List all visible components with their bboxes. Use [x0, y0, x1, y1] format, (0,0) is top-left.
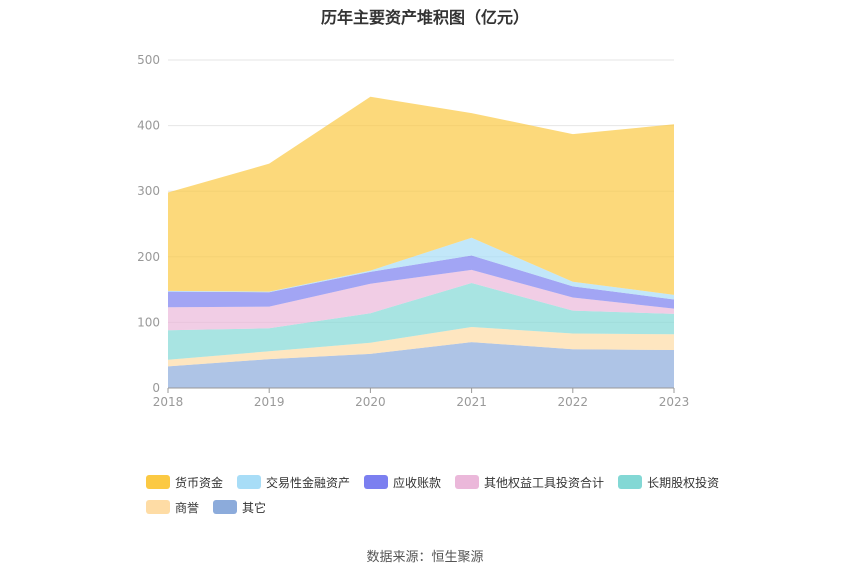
area-series-3 — [168, 269, 674, 331]
legend-label: 交易性金融资产 — [266, 475, 351, 490]
legend-swatch — [237, 475, 262, 489]
x-tick-label: 2022 — [558, 395, 589, 409]
legend-label: 商誉 — [175, 500, 200, 515]
x-tick-label: 2019 — [254, 395, 285, 409]
area-series-0 — [168, 96, 674, 295]
y-tick-label: 500 — [137, 53, 160, 67]
legend-swatch — [618, 475, 643, 489]
y-tick-label: 0 — [152, 381, 160, 395]
legend-item[interactable]: 应收账款 — [364, 474, 441, 490]
y-tick-label: 200 — [137, 250, 160, 264]
data-source: 数据来源：恒生聚源 — [366, 550, 484, 565]
stacked-area-chart: 0 100 200 300 400 500 2018 2019 2020 2021 2022 2023 — [137, 53, 689, 409]
y-tick-label: 300 — [137, 184, 160, 198]
legend-item[interactable]: 货币资金 — [146, 474, 223, 490]
y-tick-label: 100 — [137, 315, 160, 329]
legend-item[interactable]: 长期股权投资 — [618, 474, 719, 490]
area-series-4 — [168, 283, 674, 360]
area-series-2 — [168, 255, 674, 309]
legend-label: 长期股权投资 — [647, 475, 720, 490]
legend-swatch — [364, 475, 389, 489]
legend-swatch — [146, 500, 170, 514]
legend-swatch — [455, 475, 480, 489]
legend-item[interactable]: 其它 — [213, 499, 266, 515]
legend-label: 货币资金 — [175, 475, 224, 490]
y-tick-label: 400 — [137, 119, 160, 133]
x-tick-label: 2023 — [659, 395, 690, 409]
legend-swatch — [213, 500, 238, 514]
x-tick-label: 2021 — [456, 395, 487, 409]
legend-item[interactable]: 其他权益工具投资合计 — [455, 474, 604, 490]
legend-label: 其他权益工具投资合计 — [484, 475, 605, 490]
legend-item[interactable]: 商誉 — [146, 499, 199, 515]
axes: 0 100 200 300 400 500 2018 2019 2020 2021 2022 2023 — [137, 53, 689, 409]
area-series-6 — [168, 342, 674, 388]
legend-swatch — [146, 475, 170, 489]
x-tick-label: 2018 — [153, 395, 184, 409]
legend-label: 其它 — [242, 500, 267, 515]
legend-item[interactable]: 交易性金融资产 — [237, 474, 350, 490]
x-tick-label: 2020 — [355, 395, 386, 409]
area-series — [168, 96, 674, 388]
legend-label: 应收账款 — [393, 475, 442, 490]
chart-title: 历年主要资产堆积图（亿元） — [320, 8, 529, 27]
area-series-5 — [168, 326, 674, 367]
chart-legend: 货币资金 交易性金融资产 应收账款 其他权益工具投资合计 长期股权投资商誉 其它 — [146, 474, 746, 524]
